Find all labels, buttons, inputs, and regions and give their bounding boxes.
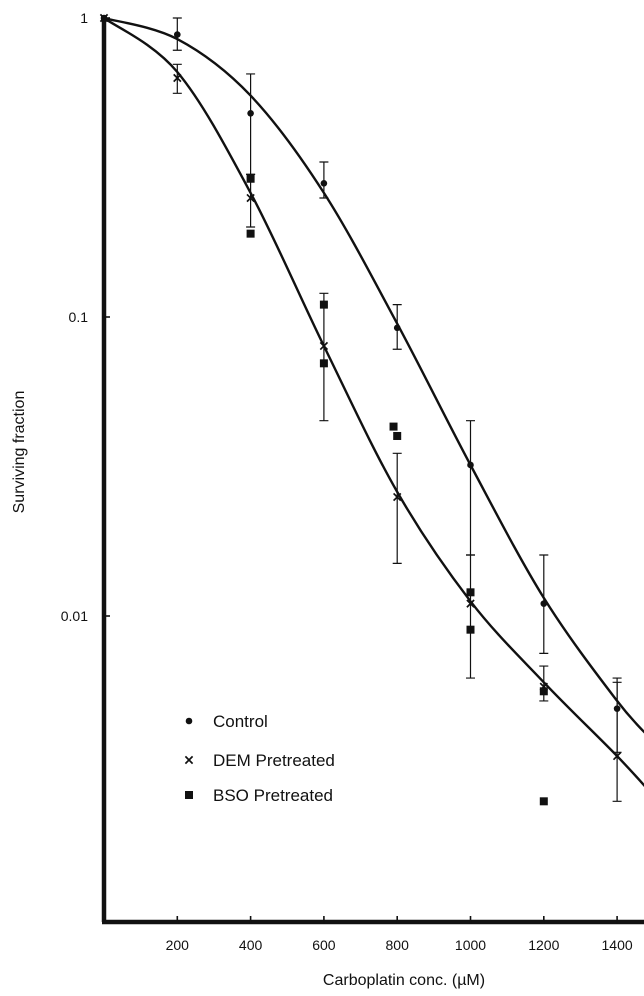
error-bar-dem-pretreated-5 (466, 554, 475, 679)
error-bar-control-5 (466, 420, 475, 556)
ticks: 200 400 600 800 1000 1200 1400 1 0.1 0.01 (61, 10, 633, 953)
point-bso-pretreated-3 (319, 359, 328, 368)
point-bso-pretreated-2 (319, 300, 328, 309)
point-control-6 (540, 600, 548, 607)
point-bso-pretreated-8 (539, 687, 548, 696)
point-dem-pretreated-2 (246, 193, 255, 203)
x-tick-label-200: 200 (166, 937, 190, 953)
point-bso-pretreated-0 (246, 174, 255, 183)
fit-curve-dem-pretreated (104, 17, 644, 787)
point-dem-pretreated-4 (392, 492, 402, 502)
x-tick-label-1200: 1200 (528, 937, 559, 953)
point-bso-pretreated-7 (466, 625, 475, 634)
point-bso-pretreated-6 (466, 588, 475, 597)
fit-curves (104, 16, 644, 787)
error-bar-dem-pretreated-7 (612, 681, 622, 802)
legend-marker-bso-pretreated (185, 791, 193, 799)
y-tick-label-0.01: 0.01 (61, 608, 88, 624)
x-tick-label-1000: 1000 (455, 937, 486, 953)
error-bar-dem-pretreated-2 (246, 173, 256, 228)
point-control-4 (393, 324, 401, 332)
point-control-7 (613, 705, 621, 712)
point-control-3 (320, 179, 328, 187)
y-tick-label-0.1: 0.1 (69, 309, 89, 325)
legend-marker-control (185, 717, 193, 725)
error-bar-dem-pretreated-3 (319, 292, 329, 422)
point-dem-pretreated-3 (319, 341, 329, 351)
point-bso-pretreated-9 (539, 797, 548, 806)
point-control-5 (467, 461, 474, 469)
x-tick-label-600: 600 (312, 937, 336, 953)
fit-curve-control (104, 16, 644, 734)
point-bso-pretreated-4 (389, 422, 398, 431)
x-axis-title: Carboplatin conc. (µM) (323, 972, 485, 989)
x-tick-label-400: 400 (239, 937, 263, 953)
point-dem-pretreated-5 (466, 599, 475, 608)
error-bar-control-3 (319, 161, 329, 199)
point-bso-pretreated-5 (393, 431, 402, 440)
error-bar-control-2 (246, 73, 256, 175)
y-tick-label-1: 1 (80, 10, 88, 26)
legend: Control DEM Pretreated BSO Pretreated (184, 712, 335, 805)
point-dem-pretreated-7 (612, 751, 622, 761)
point-control-1 (174, 31, 181, 38)
legend-label-dem-pretreated: DEM Pretreated (213, 751, 335, 770)
error-bars (172, 17, 622, 802)
point-bso-pretreated-1 (246, 229, 255, 238)
point-dem-pretreated-1 (173, 73, 182, 83)
x-tick-label-800: 800 (386, 937, 410, 953)
data-markers (99, 13, 622, 806)
point-control-2 (247, 110, 254, 117)
axes (101, 16, 644, 925)
x-tick-label-1400: 1400 (602, 937, 633, 953)
legend-marker-dem-pretreated (184, 755, 194, 765)
error-bar-dem-pretreated-4 (392, 452, 402, 564)
legend-label-control: Control (213, 712, 268, 731)
y-axis-title: Surviving fraction (11, 391, 28, 514)
legend-label-bso-pretreated: BSO Pretreated (213, 786, 333, 805)
